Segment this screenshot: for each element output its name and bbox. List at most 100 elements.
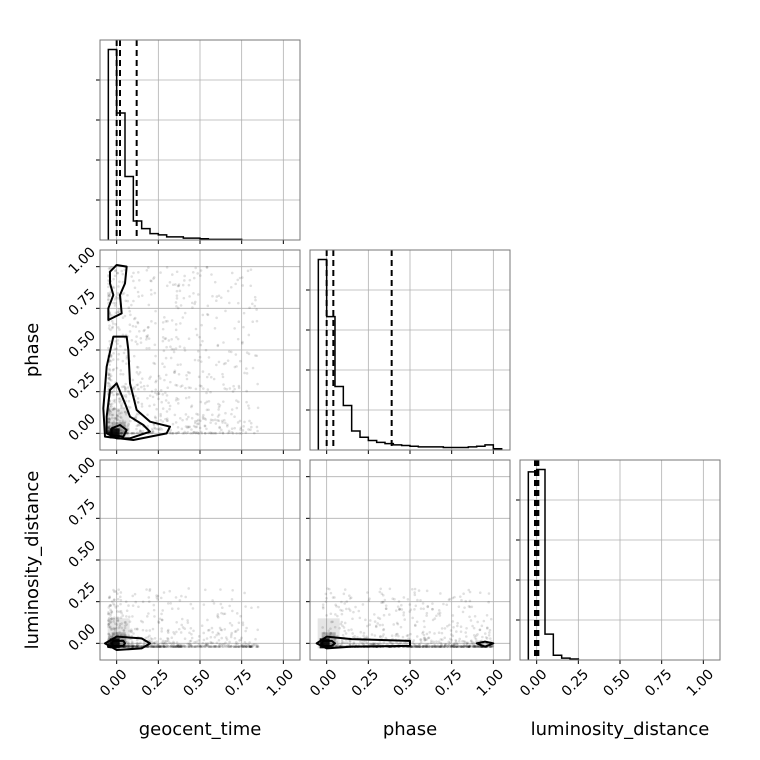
scatter-point bbox=[419, 607, 423, 610]
scatter-point bbox=[414, 604, 418, 608]
scatter-points bbox=[107, 587, 260, 648]
scatter-point bbox=[140, 402, 144, 406]
scatter-point bbox=[254, 298, 257, 302]
scatter-point bbox=[188, 642, 191, 645]
scatter-point bbox=[400, 608, 404, 611]
scatter-point bbox=[110, 635, 114, 639]
scatter-point bbox=[110, 416, 114, 420]
scatter-point bbox=[193, 302, 196, 306]
scatter-point bbox=[372, 642, 375, 645]
scatter-point bbox=[132, 632, 135, 635]
scatter-point bbox=[107, 623, 111, 626]
x-tick-label: 1.00 bbox=[474, 666, 507, 699]
scatter-point bbox=[120, 411, 123, 415]
scatter-point bbox=[180, 645, 183, 648]
scatter-point bbox=[240, 636, 243, 640]
scatter-point bbox=[473, 645, 476, 648]
scatter-point bbox=[132, 432, 136, 435]
scatter-point bbox=[189, 386, 192, 390]
scatter-point bbox=[253, 431, 256, 435]
scatter-point bbox=[226, 359, 230, 362]
scatter-point bbox=[215, 645, 218, 648]
scatter-point bbox=[237, 621, 241, 625]
scatter-point bbox=[487, 633, 491, 637]
scatter-point bbox=[470, 639, 473, 642]
scatter-point bbox=[131, 645, 135, 648]
scatter-point bbox=[133, 592, 137, 596]
scatter-point bbox=[350, 628, 353, 631]
scatter-point bbox=[112, 620, 115, 623]
scatter-point bbox=[159, 388, 163, 392]
scatter-point bbox=[159, 414, 162, 418]
scatter-point bbox=[245, 351, 249, 354]
scatter-point bbox=[147, 325, 150, 329]
scatter-point bbox=[237, 645, 240, 648]
scatter-point bbox=[110, 265, 113, 269]
scatter-point bbox=[136, 401, 140, 404]
scatter-point bbox=[179, 645, 182, 648]
scatter-point bbox=[183, 349, 187, 352]
scatter-point bbox=[391, 597, 395, 601]
scatter-point bbox=[450, 644, 454, 648]
scatter-point bbox=[202, 631, 206, 635]
scatter-point bbox=[343, 602, 347, 605]
scatter-point bbox=[129, 630, 133, 634]
scatter-point bbox=[213, 418, 217, 422]
scatter-point bbox=[112, 598, 116, 602]
scatter-point bbox=[418, 645, 422, 648]
x-axis-label-geocent_time: geocent_time bbox=[139, 719, 262, 740]
scatter-point bbox=[462, 592, 465, 596]
scatter-point bbox=[115, 631, 119, 635]
scatter-point bbox=[413, 608, 416, 611]
scatter-point bbox=[131, 645, 134, 648]
scatter-point bbox=[400, 603, 403, 607]
scatter-point bbox=[422, 644, 426, 648]
scatter-point bbox=[207, 645, 210, 648]
scatter-point bbox=[223, 418, 226, 422]
scatter-point bbox=[126, 293, 129, 297]
scatter-point bbox=[224, 361, 227, 365]
scatter-point bbox=[354, 605, 357, 609]
scatter-point bbox=[118, 610, 121, 614]
scatter-point bbox=[454, 645, 458, 648]
scatter-point bbox=[415, 635, 419, 638]
scatter-point bbox=[447, 640, 451, 644]
scatter-point bbox=[107, 420, 110, 424]
scatter-point bbox=[127, 306, 131, 309]
scatter-point bbox=[334, 644, 338, 648]
scatter-point bbox=[347, 607, 351, 611]
scatter-point bbox=[204, 642, 208, 645]
scatter-point bbox=[239, 644, 243, 648]
scatter-point bbox=[329, 632, 332, 635]
scatter-point bbox=[431, 618, 435, 622]
scatter-point bbox=[236, 421, 240, 424]
scatter-point bbox=[195, 425, 199, 429]
scatter-point bbox=[394, 634, 398, 637]
scatter-point bbox=[443, 645, 446, 648]
scatter-point bbox=[131, 604, 135, 607]
scatter-point bbox=[406, 598, 410, 601]
scatter-point bbox=[176, 645, 180, 648]
scatter-point bbox=[449, 637, 452, 641]
scatter-point bbox=[335, 644, 339, 647]
scatter-point bbox=[119, 591, 123, 594]
scatter-point bbox=[126, 645, 129, 648]
scatter-point bbox=[223, 645, 227, 648]
scatter-point bbox=[455, 645, 458, 648]
scatter-point bbox=[428, 644, 432, 648]
scatter-point bbox=[467, 605, 471, 608]
scatter-point bbox=[126, 645, 130, 648]
scatter-point bbox=[127, 422, 131, 426]
scatter-point bbox=[438, 614, 442, 617]
scatter-point bbox=[163, 645, 166, 648]
scatter-point bbox=[172, 641, 176, 645]
scatter-point bbox=[231, 432, 235, 435]
scatter-point bbox=[410, 645, 414, 648]
scatter-point bbox=[139, 645, 143, 648]
scatter-point bbox=[430, 645, 434, 648]
scatter-point bbox=[379, 635, 382, 638]
scatter-point bbox=[161, 420, 165, 423]
scatter-point bbox=[173, 413, 177, 417]
scatter-point bbox=[180, 427, 184, 431]
scatter-point bbox=[414, 645, 418, 648]
